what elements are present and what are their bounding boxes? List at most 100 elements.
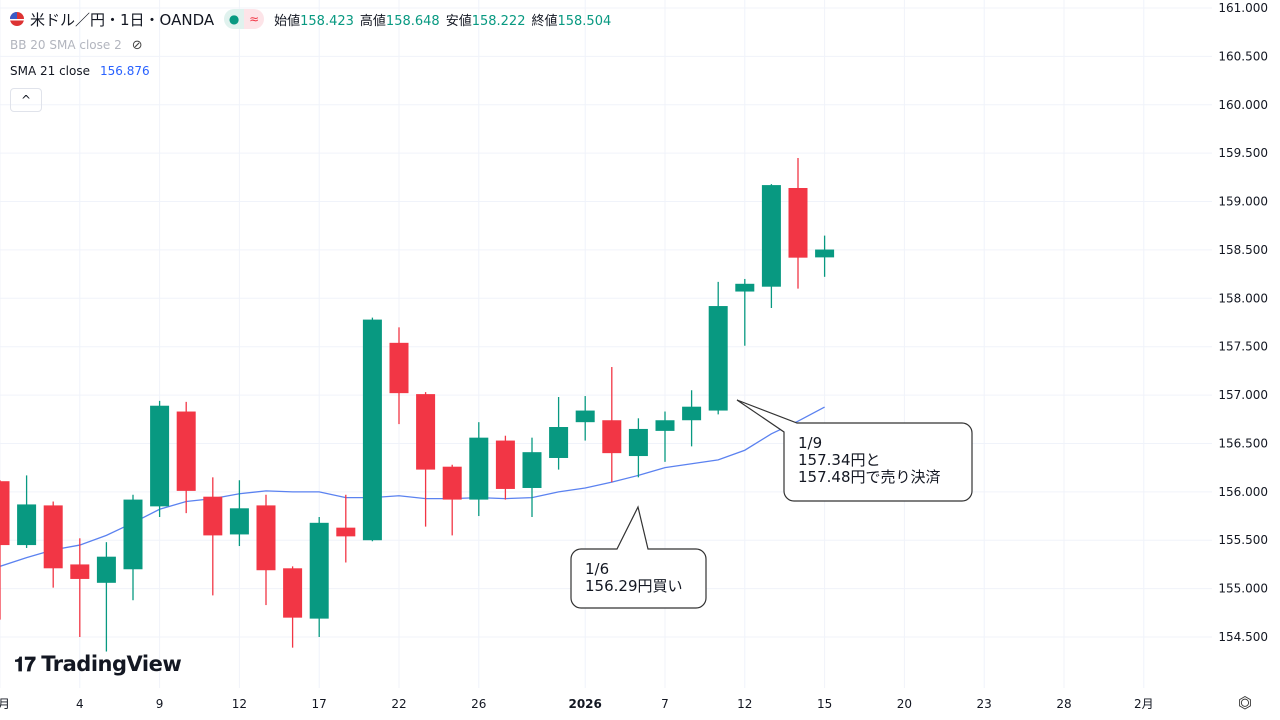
price-tick-label: 155.000 xyxy=(1218,582,1268,596)
callout-sell-text-1: 157.34円と xyxy=(798,451,881,469)
symbol-title[interactable]: 米ドル／円・1日・OANDA xyxy=(30,10,215,29)
ohlc-open: 始値158.423 xyxy=(274,13,354,29)
candle xyxy=(682,390,702,447)
time-tick-label: 28 xyxy=(1056,697,1071,711)
candle xyxy=(70,538,90,638)
candle-body xyxy=(815,249,835,258)
callout-sell-text-2: 157.48円で売り決済 xyxy=(798,468,941,486)
candle xyxy=(788,157,808,289)
ohlc-low: 安値158.222 xyxy=(445,13,526,29)
indicator-bb[interactable]: BB 20 SMA close 2 ⊘ xyxy=(10,36,617,54)
time-tick-label: 22 xyxy=(391,697,406,711)
price-tick-label: 155.500 xyxy=(1218,533,1268,547)
candle-body xyxy=(575,410,595,423)
candle-body xyxy=(442,466,462,500)
candle xyxy=(735,278,755,346)
delayed-data-icon: ≈ xyxy=(244,9,265,29)
market-open-icon: ● xyxy=(224,9,245,29)
eye-hidden-icon[interactable]: ⊘ xyxy=(131,37,143,53)
callout-shapes xyxy=(570,399,973,609)
price-tick-label: 157.500 xyxy=(1218,340,1268,354)
candle-body xyxy=(416,394,436,470)
candle-body xyxy=(203,496,223,536)
price-axis[interactable]: 161.000 160.500 160.000 159.500 159.000 158.5… xyxy=(1218,1,1268,644)
candle xyxy=(176,401,196,514)
indicator-sma-label: SMA 21 close xyxy=(10,64,90,78)
candle xyxy=(522,437,542,518)
candle xyxy=(362,317,382,542)
candle xyxy=(229,480,249,547)
candle-body xyxy=(469,437,489,500)
indicator-sma[interactable]: SMA 21 close 156.876 xyxy=(10,62,617,80)
candle xyxy=(628,418,648,478)
candle xyxy=(495,435,515,500)
candle xyxy=(655,411,675,462)
price-tick-label: 160.000 xyxy=(1218,98,1268,112)
candle xyxy=(389,327,409,425)
candle xyxy=(549,397,569,470)
candle xyxy=(815,235,835,277)
candle xyxy=(123,494,143,601)
ohlc-high: 高値158.648 xyxy=(359,13,440,29)
tradingview-mark-icon: 𝟏𝟕 xyxy=(14,652,36,676)
time-tick-label: 2月 xyxy=(1134,697,1154,711)
time-tick-label: 20 xyxy=(897,697,912,711)
candle-body xyxy=(602,420,622,454)
chevron-up-icon: ^ xyxy=(20,93,32,107)
callout-buy-shape xyxy=(570,505,707,609)
time-tick-label: 12 xyxy=(232,697,247,711)
candle-body xyxy=(788,187,808,258)
candle-body xyxy=(655,420,675,431)
candle-body xyxy=(362,319,382,541)
candle xyxy=(256,494,276,606)
collapse-legend-button[interactable]: ^ xyxy=(10,88,42,112)
candle xyxy=(761,184,781,308)
candle xyxy=(283,566,303,648)
candle xyxy=(150,400,170,518)
time-tick-label: 9 xyxy=(156,697,164,711)
ohlc-close: 終値158.504 xyxy=(531,13,612,29)
candle-body xyxy=(522,452,542,488)
callout-sell-date: 1/9 xyxy=(798,434,823,452)
candle xyxy=(469,422,489,517)
candle-body xyxy=(389,342,409,394)
price-tick-label: 160.500 xyxy=(1218,49,1268,63)
indicator-sma-value: 156.876 xyxy=(100,64,150,78)
candle-body xyxy=(735,283,755,292)
candle-body xyxy=(309,522,329,619)
tradingview-wordmark: TradingView xyxy=(41,652,182,676)
candle-body xyxy=(761,185,781,287)
tradingview-logo[interactable]: 𝟏𝟕 TradingView xyxy=(14,652,182,676)
price-tick-label: 154.500 xyxy=(1218,630,1268,644)
candle xyxy=(43,501,63,588)
settings-icon[interactable]: ⏣ xyxy=(1238,693,1252,712)
time-axis[interactable]: 月 4 9 12 17 22 26 2026 7 12 15 20 23 28 2月 xyxy=(0,697,1154,711)
callout-sell[interactable]: 1/9 157.34円と 157.48円で売り決済 xyxy=(786,427,953,494)
candle-body xyxy=(123,499,143,570)
candle-body xyxy=(0,481,10,546)
time-tick-label: 26 xyxy=(471,697,486,711)
price-tick-label: 161.000 xyxy=(1218,1,1268,15)
candle xyxy=(203,477,223,596)
price-tick-label: 156.000 xyxy=(1218,485,1268,499)
status-pill[interactable]: ● ≈ xyxy=(224,9,265,29)
price-tick-label: 156.500 xyxy=(1218,436,1268,450)
callout-buy[interactable]: 1/6 156.29円買い xyxy=(573,553,695,603)
candle-body xyxy=(256,505,276,571)
candle-body xyxy=(96,556,116,583)
candle xyxy=(96,542,116,652)
candle-body xyxy=(43,505,63,569)
candle-body xyxy=(70,564,90,579)
callout-sell-shape xyxy=(736,399,973,502)
time-tick-label: 7 xyxy=(661,697,669,711)
time-tick-label: 23 xyxy=(977,697,992,711)
time-tick-label: 12 xyxy=(737,697,752,711)
usd-jpy-flag-icon xyxy=(10,12,24,26)
candles xyxy=(0,157,835,652)
candle xyxy=(309,517,329,638)
candle-body xyxy=(628,428,648,457)
time-tick-label: 15 xyxy=(817,697,832,711)
candle xyxy=(602,367,622,483)
candle-body xyxy=(150,405,170,507)
